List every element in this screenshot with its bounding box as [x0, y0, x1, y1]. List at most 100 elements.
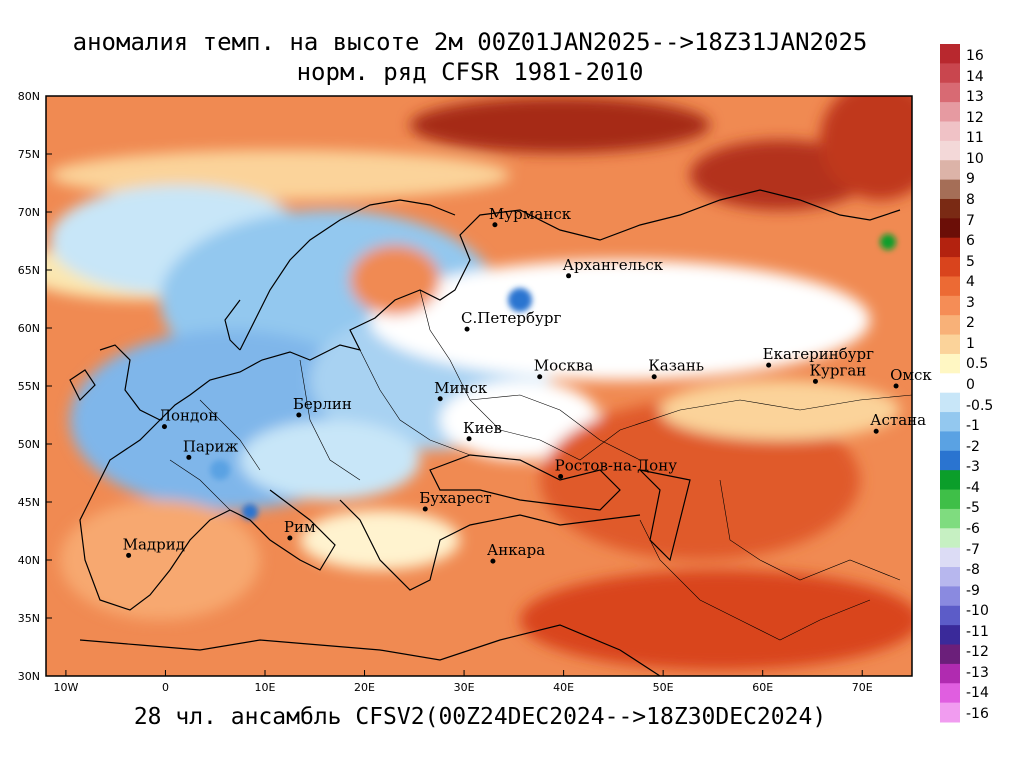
colorbar-label: 0	[966, 377, 975, 393]
city-dot	[873, 428, 879, 434]
colorbar-label: -6	[966, 520, 980, 537]
city-label: Рим	[284, 518, 316, 536]
lon-label: 20E	[354, 681, 375, 694]
lat-label: 40N	[18, 554, 40, 567]
lat-label: 75N	[18, 148, 40, 161]
city-dot	[161, 424, 167, 430]
colorbar-label: -8	[966, 562, 980, 579]
colorbar-label: -1	[966, 418, 980, 435]
city-label: Екатеринбург	[763, 345, 874, 363]
city-label: Мадрид	[123, 535, 185, 553]
colorbar-label: 14	[966, 68, 984, 85]
city-label: Париж	[183, 437, 239, 455]
map-title: аномалия темп. на высоте 2м 00Z01JAN2025…	[72, 28, 868, 56]
lat-label: 30N	[18, 670, 40, 683]
city-label: Курган	[809, 361, 866, 379]
colorbar-label: 10	[966, 150, 984, 167]
colorbar-label: -14	[966, 685, 989, 702]
city-markers: Мурманск Архангельск С.Петербург Москва Каза…	[123, 205, 932, 564]
colorbar-label: 8	[966, 191, 975, 208]
city-label: Астана	[870, 411, 926, 429]
colorbar-label: -5	[966, 500, 980, 517]
ensemble-footer: 28 чл. ансамбль CFSV2(00Z24DEC2024-->18Z…	[133, 704, 827, 730]
city-label: Бухарест	[419, 489, 491, 507]
city-dot	[466, 436, 472, 442]
colorbar-label: -7	[966, 541, 980, 558]
lon-label: 0	[162, 681, 169, 694]
coastlines	[69, 189, 901, 676]
city-dot	[186, 454, 192, 460]
city-dot	[464, 326, 470, 332]
lat-label: 70N	[18, 206, 40, 219]
colorbar-label: -4	[966, 479, 980, 496]
lat-label: 50N	[18, 438, 40, 451]
city-label: Москва	[534, 357, 594, 375]
colorbar-label: 6	[966, 233, 975, 250]
city-label: Архангельск	[563, 256, 664, 274]
lon-label: 30E	[454, 681, 475, 694]
lat-label: 80N	[18, 90, 40, 103]
lon-label: 60E	[752, 681, 773, 694]
colorbar-label: -9	[966, 582, 980, 599]
lat-label: 60N	[18, 322, 40, 335]
city-label: Берлин	[293, 395, 352, 413]
colorbar-label: -13	[966, 664, 989, 681]
lat-label: 35N	[18, 612, 40, 625]
colorbar-label: 7	[966, 212, 975, 229]
colorbar-label: -12	[966, 644, 989, 661]
city-dot	[296, 412, 302, 418]
axis-ticks	[46, 95, 863, 677]
colorbar-label: 16	[966, 48, 984, 64]
city-label: Лондон	[158, 407, 218, 425]
lon-label: 10E	[255, 681, 276, 694]
colorbar-label: 5	[966, 253, 975, 270]
anomaly-field	[46, 96, 912, 676]
city-dot	[422, 506, 428, 512]
lon-label: 70E	[852, 681, 873, 694]
colorbar-label: 1	[966, 335, 975, 352]
colorbar-label: 12	[966, 109, 984, 126]
colorbar-label: -0.5	[966, 397, 994, 414]
lat-label: 65N	[18, 264, 40, 277]
city-dot	[126, 552, 132, 558]
lon-label: 40E	[553, 681, 574, 694]
city-dot	[566, 273, 572, 279]
city-dot	[437, 396, 443, 402]
city-dot	[651, 374, 657, 380]
lon-label: 50E	[653, 681, 674, 694]
country-borders	[169, 289, 912, 641]
colorbar-label: -3	[966, 459, 980, 476]
colorbar-label: -2	[966, 438, 980, 455]
colorbar-label: -11	[966, 623, 989, 640]
colorbar-label: 0.5	[966, 356, 989, 373]
map-subtitle: норм. ряд CFSR 1981-2010	[296, 58, 644, 86]
city-label: Мурманск	[489, 205, 572, 223]
city-label: Анкара	[487, 541, 545, 559]
city-dot	[766, 362, 772, 368]
city-dot	[490, 558, 496, 564]
colorbar-label: -10	[966, 603, 989, 620]
city-label: Казань	[648, 357, 704, 375]
city-dot	[893, 383, 899, 389]
city-dot	[558, 473, 564, 479]
longitude-labels: 10W 0 10E 20E 30E 40E 50E 60E 70E	[53, 681, 872, 694]
city-label: Киев	[463, 419, 502, 437]
lat-label: 55N	[18, 380, 40, 393]
latitude-labels: 80N 75N 70N 65N 60N 55N 50N 45N 40N 35N 30N	[18, 90, 40, 683]
colorbar-label: 13	[966, 89, 984, 106]
city-label: С.Петербург	[461, 309, 561, 327]
city-dot	[537, 374, 543, 380]
colorbar-label: 9	[966, 171, 975, 188]
colorbar-label: 11	[966, 130, 984, 147]
city-dot	[812, 378, 818, 384]
city-label: Ростов-на-Дону	[555, 456, 678, 474]
city-label: Минск	[434, 379, 488, 397]
colorbar-label: 2	[966, 315, 975, 332]
lat-label: 45N	[18, 496, 40, 509]
city-label: Омск	[890, 366, 932, 384]
colorbar-label: -16	[966, 706, 989, 722]
colorbar-label: 3	[966, 294, 975, 311]
city-dot	[287, 535, 293, 541]
